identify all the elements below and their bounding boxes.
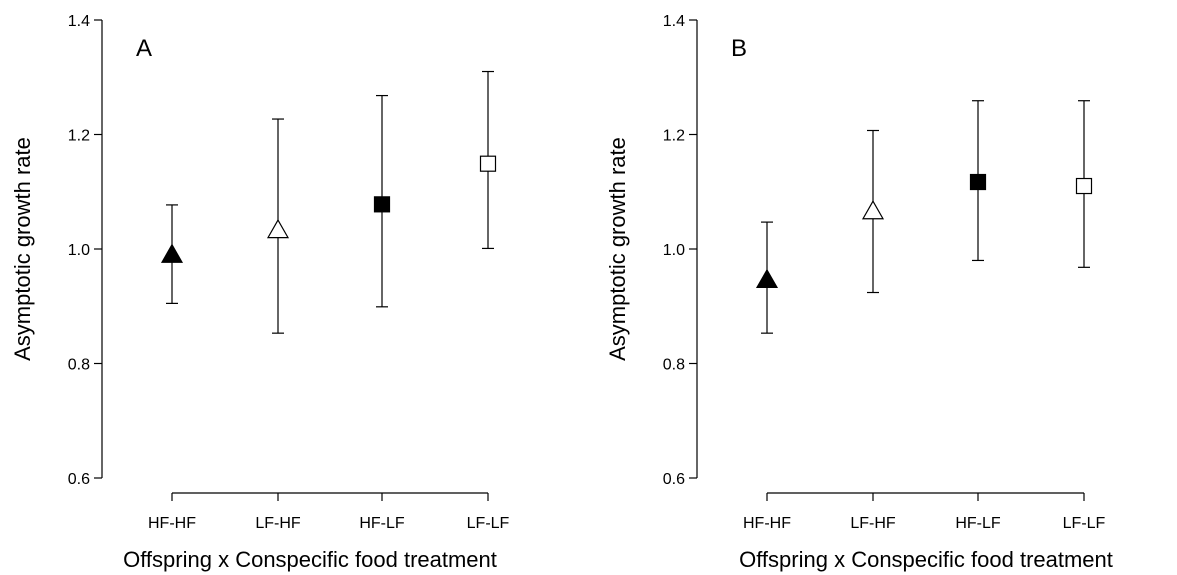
panel-label: B [731,35,747,62]
y-tick-label: 1.2 [663,128,685,145]
data-point-lf-lf [479,70,497,250]
square-marker [969,173,987,191]
data-point-hf-hf [160,204,184,304]
y-axis-title: Asymptotic growth rate [10,137,35,361]
x-axis-title: Offspring x Conspecific food treatment [739,547,1113,572]
square-marker [373,196,391,213]
square-marker [479,155,497,172]
y-tick-label: 1.4 [663,13,685,30]
data-point-lf-lf [1075,100,1093,268]
x-tick-label: LF-LF [467,515,510,532]
x-tick-label: LF-HF [850,515,896,532]
y-tick-label: 0.8 [663,357,685,374]
data-point-hf-hf [755,221,779,334]
panel-a: 0.6 0.8 1.0 1.2 1.4 HF-HF LF-HF HF-LF LF-LF Offsp… [10,13,510,572]
y-tick-label: 0.6 [68,471,90,488]
triangle-marker [160,243,184,263]
triangle-marker [755,268,779,289]
y-tick-label: 1.0 [663,242,685,259]
triangle-marker [266,218,290,239]
data-point-hf-lf [373,94,391,308]
x-tick-label: LF-LF [1063,515,1106,532]
data-point-hf-lf [969,100,987,262]
y-axis-title: Asymptotic growth rate [605,137,630,361]
panel-b: 0.6 0.8 1.0 1.2 1.4 HF-HF LF-HF HF-LF LF-LF Offsp… [605,13,1113,572]
x-tick-label: HF-HF [148,515,196,532]
data-point-lf-hf [266,118,290,334]
square-marker [1075,177,1093,195]
panel-label: A [136,35,152,62]
x-tick-label: HF-HF [743,515,791,532]
x-axis-title: Offspring x Conspecific food treatment [123,547,497,572]
y-tick-label: 0.8 [68,357,90,374]
x-tick-label: LF-HF [255,515,301,532]
y-tick-label: 1.0 [68,242,90,259]
y-tick-label: 1.2 [68,128,90,145]
x-tick-label: HF-LF [955,515,1001,532]
y-tick-label: 1.4 [68,13,90,30]
triangle-marker [861,200,885,220]
x-tick-label: HF-LF [359,515,405,532]
y-tick-label: 0.6 [663,471,685,488]
data-point-lf-hf [861,129,885,294]
